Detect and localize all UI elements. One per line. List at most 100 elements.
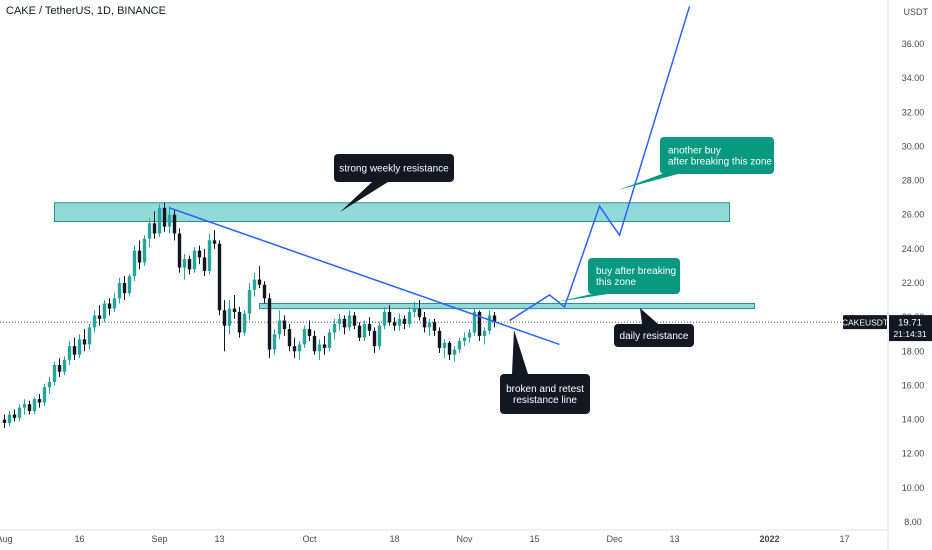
candle-body (37, 399, 42, 403)
candle-body (92, 315, 97, 328)
candle-body (107, 303, 112, 309)
candle-body (267, 298, 272, 350)
candle-body (202, 257, 207, 272)
callout-daily-resistance[interactable]: daily resistance (614, 308, 694, 347)
callout-strong-weekly-resistance[interactable]: strong weekly resistance (334, 154, 454, 212)
symbol-title: CAKE / TetherUS, 1D, BINANCE (6, 5, 166, 17)
candle-body (462, 337, 467, 342)
candle-body (347, 315, 352, 328)
candle-body (257, 279, 262, 285)
candle-body (212, 240, 217, 244)
candle-body (242, 313, 247, 333)
candle-body (392, 322, 397, 326)
projection-path[interactable] (509, 6, 691, 322)
callout-box (334, 154, 454, 182)
candle-body (147, 223, 152, 239)
y-tick-label: 18.00 (902, 346, 925, 356)
y-tick-label: 12.00 (902, 449, 925, 459)
candle-body (307, 329, 312, 336)
x-tick-label: 18 (389, 534, 399, 544)
candle-body (402, 318, 407, 324)
candle-body (57, 364, 62, 372)
candle-body (357, 325, 362, 338)
callout-pointer (556, 294, 608, 302)
descending-trendline[interactable] (169, 207, 560, 346)
callout-pointer (512, 330, 528, 374)
candle-body (112, 298, 117, 309)
candle-body (442, 342, 447, 348)
daily-resistance-zone[interactable] (259, 302, 755, 310)
callout-text: this zone (596, 277, 636, 288)
callout-text: resistance line (513, 395, 577, 406)
candle-body (137, 250, 142, 263)
x-tick-label: 15 (529, 534, 539, 544)
candle-body (237, 312, 242, 333)
candle-body (422, 317, 427, 328)
candle-body (102, 303, 107, 319)
candle-body (177, 233, 182, 268)
candle-body (282, 320, 287, 330)
candle-body (407, 312, 412, 324)
y-tick-label: 8.00 (904, 517, 922, 527)
callout-pointer (640, 308, 658, 324)
candle-body (482, 330, 487, 336)
candle-body (377, 325, 382, 347)
candle-body (187, 259, 192, 270)
y-tick-label: 30.00 (902, 141, 925, 151)
candle-body (367, 323, 372, 331)
candle-body (82, 339, 87, 345)
candle-body (302, 329, 307, 345)
candle-body (222, 310, 227, 326)
candle-body (172, 214, 177, 234)
candle-body (62, 359, 67, 372)
candle-body (327, 332, 332, 348)
candle-body (72, 346, 77, 355)
candle-body (372, 330, 377, 347)
x-tick-label: Sep (151, 534, 167, 544)
callout-box (500, 374, 590, 414)
candle-body (437, 330, 442, 348)
candle-body (262, 284, 267, 299)
candle-body (157, 207, 162, 234)
candle-body (427, 322, 432, 328)
candle-body (272, 334, 277, 350)
candle-body (42, 387, 47, 403)
candle-body (277, 320, 282, 335)
callout-text: after breaking this zone (668, 157, 772, 168)
candle-body (152, 223, 157, 234)
candle-body (87, 327, 92, 345)
bar-countdown: 21:14:31 (893, 329, 926, 339)
candle-body (167, 214, 172, 227)
candle-body (322, 344, 327, 348)
candle-body (122, 283, 127, 294)
callout-text: strong weekly resistance (339, 164, 449, 175)
y-tick-label: 32.00 (902, 107, 925, 117)
candle-body (117, 283, 122, 299)
last-price-value: 19.71 (898, 318, 922, 329)
candle-body (472, 312, 477, 333)
candle-body (352, 315, 357, 326)
x-tick-label: 13 (214, 534, 224, 544)
strong-weekly-resistance-zone[interactable] (54, 202, 730, 223)
candle-body (382, 312, 387, 326)
symbol-tag-box (843, 315, 887, 330)
candle-body (447, 342, 452, 355)
callout-text: another buy (668, 146, 721, 157)
candle-body (432, 322, 437, 331)
y-tick-label: 22.00 (902, 278, 925, 288)
candle-body (197, 250, 202, 258)
last-price-box (889, 315, 932, 342)
candle-body (342, 318, 347, 328)
y-tick-label: 10.00 (902, 483, 925, 493)
candle-body (217, 243, 222, 311)
callout-pointer (618, 174, 678, 190)
candle-body (477, 312, 482, 336)
y-tick-label: 26.00 (902, 210, 925, 220)
x-tick-label: 13 (669, 534, 679, 544)
candle-body (2, 419, 7, 423)
